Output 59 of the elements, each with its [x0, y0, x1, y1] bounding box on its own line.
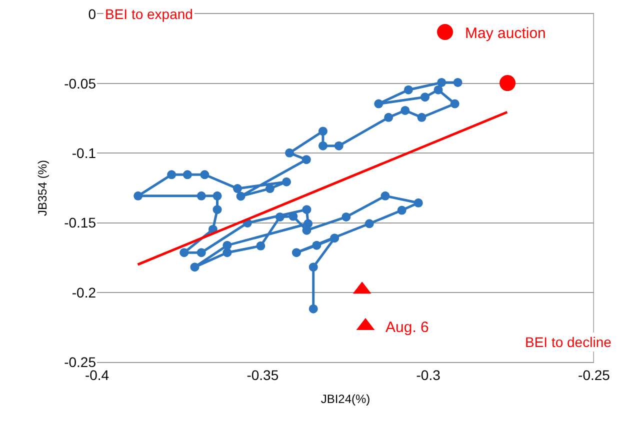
point — [167, 170, 176, 180]
annotation: BEI to expand — [105, 6, 193, 22]
point — [400, 106, 410, 115]
point — [134, 191, 143, 200]
x-tick-label: -0.25 — [578, 366, 610, 383]
y-axis-title: JB354 (%) — [35, 160, 50, 216]
point — [420, 92, 430, 102]
point — [364, 219, 374, 228]
point — [380, 191, 390, 200]
point — [196, 191, 206, 200]
point — [190, 262, 200, 272]
point — [397, 206, 406, 215]
y-tick-label: 0 — [88, 6, 96, 22]
point — [308, 304, 318, 314]
point — [222, 248, 232, 258]
point — [275, 212, 284, 222]
point — [312, 240, 322, 250]
legend-label: Aug. 6 — [386, 318, 429, 336]
point — [318, 126, 328, 136]
y-tick-label: -0.15 — [64, 214, 96, 231]
point — [437, 78, 446, 87]
point — [282, 177, 292, 186]
point — [302, 155, 311, 164]
point — [384, 112, 394, 122]
point — [342, 212, 351, 222]
point — [318, 141, 328, 150]
point — [292, 248, 301, 258]
point — [256, 241, 266, 250]
point — [182, 170, 192, 180]
point — [330, 234, 340, 243]
point — [414, 198, 423, 208]
point — [500, 75, 516, 92]
point — [180, 248, 189, 258]
point — [308, 262, 318, 272]
x-tick-label: -0.3 — [416, 366, 441, 383]
y-tick-label: -0.05 — [64, 76, 96, 92]
y-tick-label: -0.1 — [72, 145, 96, 162]
point — [334, 141, 344, 150]
point — [236, 192, 246, 201]
legend-label: May auction — [465, 24, 546, 42]
point — [453, 78, 462, 87]
point — [374, 99, 384, 108]
point — [417, 112, 426, 122]
x-axis-title: JBI24(%) — [320, 392, 370, 406]
point — [212, 205, 222, 214]
point — [302, 205, 312, 214]
point — [404, 85, 413, 94]
point — [265, 184, 274, 194]
point — [302, 226, 312, 235]
point — [200, 170, 210, 180]
annotation: BEI to decline — [525, 334, 612, 350]
x-tick-label: -0.35 — [246, 366, 279, 383]
point — [434, 85, 443, 94]
point — [285, 148, 294, 158]
point — [232, 184, 242, 194]
point — [196, 248, 206, 258]
y-tick-label: -0.2 — [72, 284, 96, 300]
point — [212, 191, 222, 200]
point — [450, 99, 460, 108]
